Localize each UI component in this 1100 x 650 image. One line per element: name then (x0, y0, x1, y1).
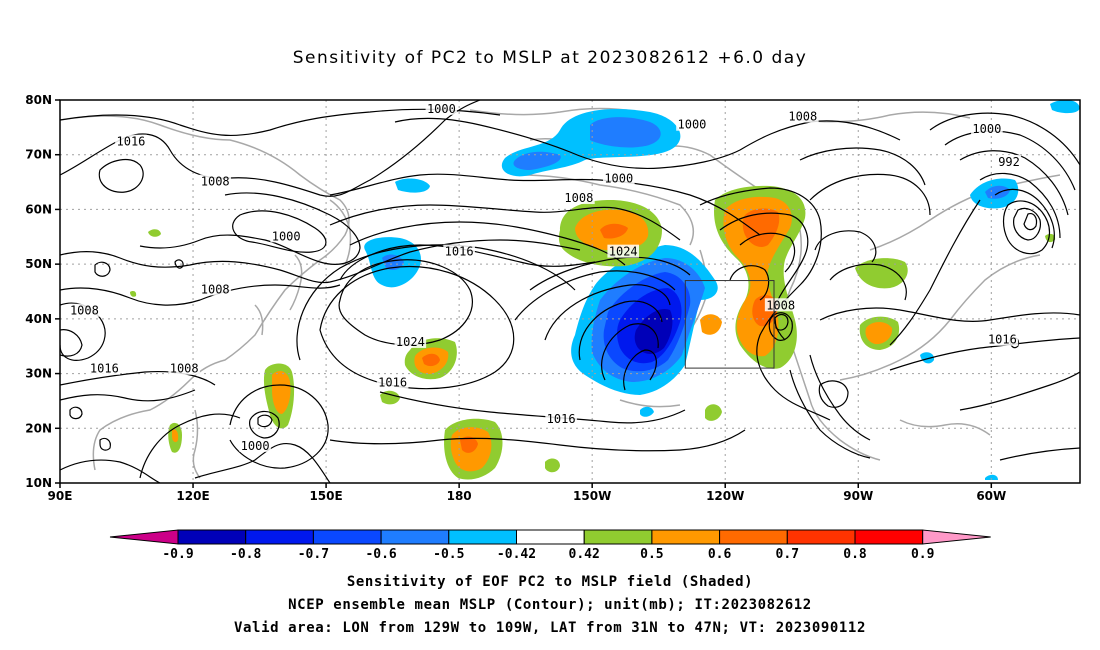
contour-label: 1008 (563, 191, 595, 205)
colorbar-bin (516, 529, 585, 545)
contour-label: 1016 (376, 375, 409, 389)
contour-label: 1008 (199, 174, 232, 189)
lon-label: 90W (843, 489, 873, 503)
contour-label: 1008 (168, 361, 200, 376)
lat-label: 50N (25, 257, 52, 271)
caption-line-2: NCEP ensemble mean MSLP (Contour); unit(… (288, 597, 812, 613)
contour-label: 1016 (88, 361, 121, 376)
valid-area-box (684, 280, 775, 369)
colorbar-label: -0.8 (230, 547, 261, 562)
colorbar-bin (177, 529, 247, 545)
colorbar-label: -0.42 (497, 547, 536, 562)
colorbar-label: 0.42 (569, 547, 600, 562)
svg-text:1000: 1000 (972, 122, 1001, 136)
contour-label: 1000 (270, 229, 302, 243)
svg-text:1000: 1000 (241, 439, 270, 453)
contour-label: 1000 (602, 171, 635, 185)
lat-label: 10N (25, 476, 52, 490)
longitude-labels: 90E 120E 150E 180 150W 120W 90W 60W (48, 483, 1006, 503)
contour-label: 1008 (764, 298, 797, 312)
contour-label: 1024 (394, 334, 427, 349)
colorbar-label: -0.5 (433, 547, 464, 562)
contour-labels: 1000 1000 1008 1000 992 1016 1008 1000 1008 1000 1… (68, 101, 1022, 453)
map-title: Sensitivity of PC2 to MSLP at 2023082612… (292, 48, 808, 68)
lat-label: 30N (25, 367, 52, 381)
svg-text:1000: 1000 (427, 102, 456, 116)
svg-text:1000: 1000 (604, 171, 633, 185)
colorbar-label: 0.7 (776, 547, 799, 562)
svg-text:1016: 1016 (445, 245, 474, 259)
colorbar-bin (651, 529, 721, 545)
colorbar-bin (583, 529, 653, 545)
colorbar: -0.9 -0.8 -0.7 -0.6 -0.5 -0.42 0.42 0.5 0.6 0.7 0.… (109, 529, 991, 562)
lat-label: 40N (25, 312, 52, 326)
svg-text:1008: 1008 (170, 362, 199, 376)
lat-label: 80N (25, 93, 52, 107)
lon-label: 120W (706, 489, 744, 503)
contour-label: 1024 (607, 244, 640, 259)
lon-label: 90E (48, 489, 73, 503)
colorbar-bin (786, 529, 856, 545)
colorbar-end-high (922, 529, 991, 545)
contour-label: 992 (996, 154, 1022, 169)
grid-lines (60, 100, 1080, 483)
svg-text:1008: 1008 (564, 191, 593, 205)
lon-label: 120E (176, 489, 209, 503)
svg-text:1016: 1016 (547, 412, 576, 426)
contour-label: 1016 (443, 244, 475, 259)
contour-label: 1000 (425, 101, 458, 116)
contour-label: 1000 (676, 117, 708, 132)
lon-label: 60W (976, 489, 1006, 503)
svg-text:1008: 1008 (766, 298, 795, 312)
colorbar-label: -0.6 (365, 547, 396, 562)
lon-label: 180 (447, 489, 472, 503)
contour-label: 1008 (199, 282, 232, 296)
colorbar-bin (854, 529, 924, 545)
svg-text:1016: 1016 (378, 375, 407, 389)
contour-label: 1016 (986, 332, 1019, 347)
colorbar-bin (719, 529, 788, 545)
svg-text:1024: 1024 (396, 335, 425, 349)
colorbar-label: 0.8 (843, 547, 867, 562)
map-frame (59, 99, 1081, 484)
caption-line-1: Sensitivity of EOF PC2 to MSLP field (Sh… (346, 574, 754, 590)
contour-label: 1016 (545, 412, 577, 426)
colorbar-bin (448, 529, 517, 545)
svg-text:992: 992 (998, 155, 1020, 169)
colorbar-label: 0.6 (708, 547, 732, 562)
caption-line-3: Valid area: LON from 129W to 109W, LAT f… (233, 620, 866, 636)
lat-label: 60N (25, 202, 52, 216)
colorbar-label: -0.7 (298, 547, 329, 562)
lat-label: 70N (25, 148, 52, 162)
contour-label: 1000 (239, 438, 271, 453)
svg-text:1016: 1016 (988, 333, 1017, 347)
colorbar-label: 0.5 (640, 547, 663, 562)
svg-text:1008: 1008 (201, 175, 230, 189)
colorbar-bin (312, 529, 382, 545)
latitude-labels: 80N 70N 60N 50N 40N 30N 20N 10N (25, 93, 60, 490)
colorbar-bin (380, 529, 450, 545)
contour-label: 1008 (68, 303, 101, 318)
colorbar-label: -0.9 (162, 547, 193, 562)
mslp-contours (60, 100, 1080, 483)
contour-label: 1008 (787, 109, 819, 124)
contour-label: 1000 (971, 122, 1003, 136)
colorbar-bin (245, 529, 314, 545)
lat-label: 20N (25, 421, 52, 435)
lon-label: 150E (309, 489, 342, 503)
contour-label: 1016 (115, 134, 147, 149)
sensitivity-shading (130, 100, 1080, 480)
svg-text:1024: 1024 (609, 245, 638, 259)
colorbar-label: 0.9 (911, 547, 934, 562)
colorbar-end-low (109, 529, 179, 545)
svg-text:1008: 1008 (70, 304, 99, 318)
svg-text:1000: 1000 (678, 118, 707, 132)
svg-text:1008: 1008 (788, 110, 817, 124)
svg-text:1016: 1016 (117, 135, 146, 149)
svg-text:1000: 1000 (272, 229, 301, 243)
lon-label: 150W (573, 489, 611, 503)
svg-text:1008: 1008 (201, 282, 230, 296)
svg-text:1016: 1016 (90, 362, 119, 376)
